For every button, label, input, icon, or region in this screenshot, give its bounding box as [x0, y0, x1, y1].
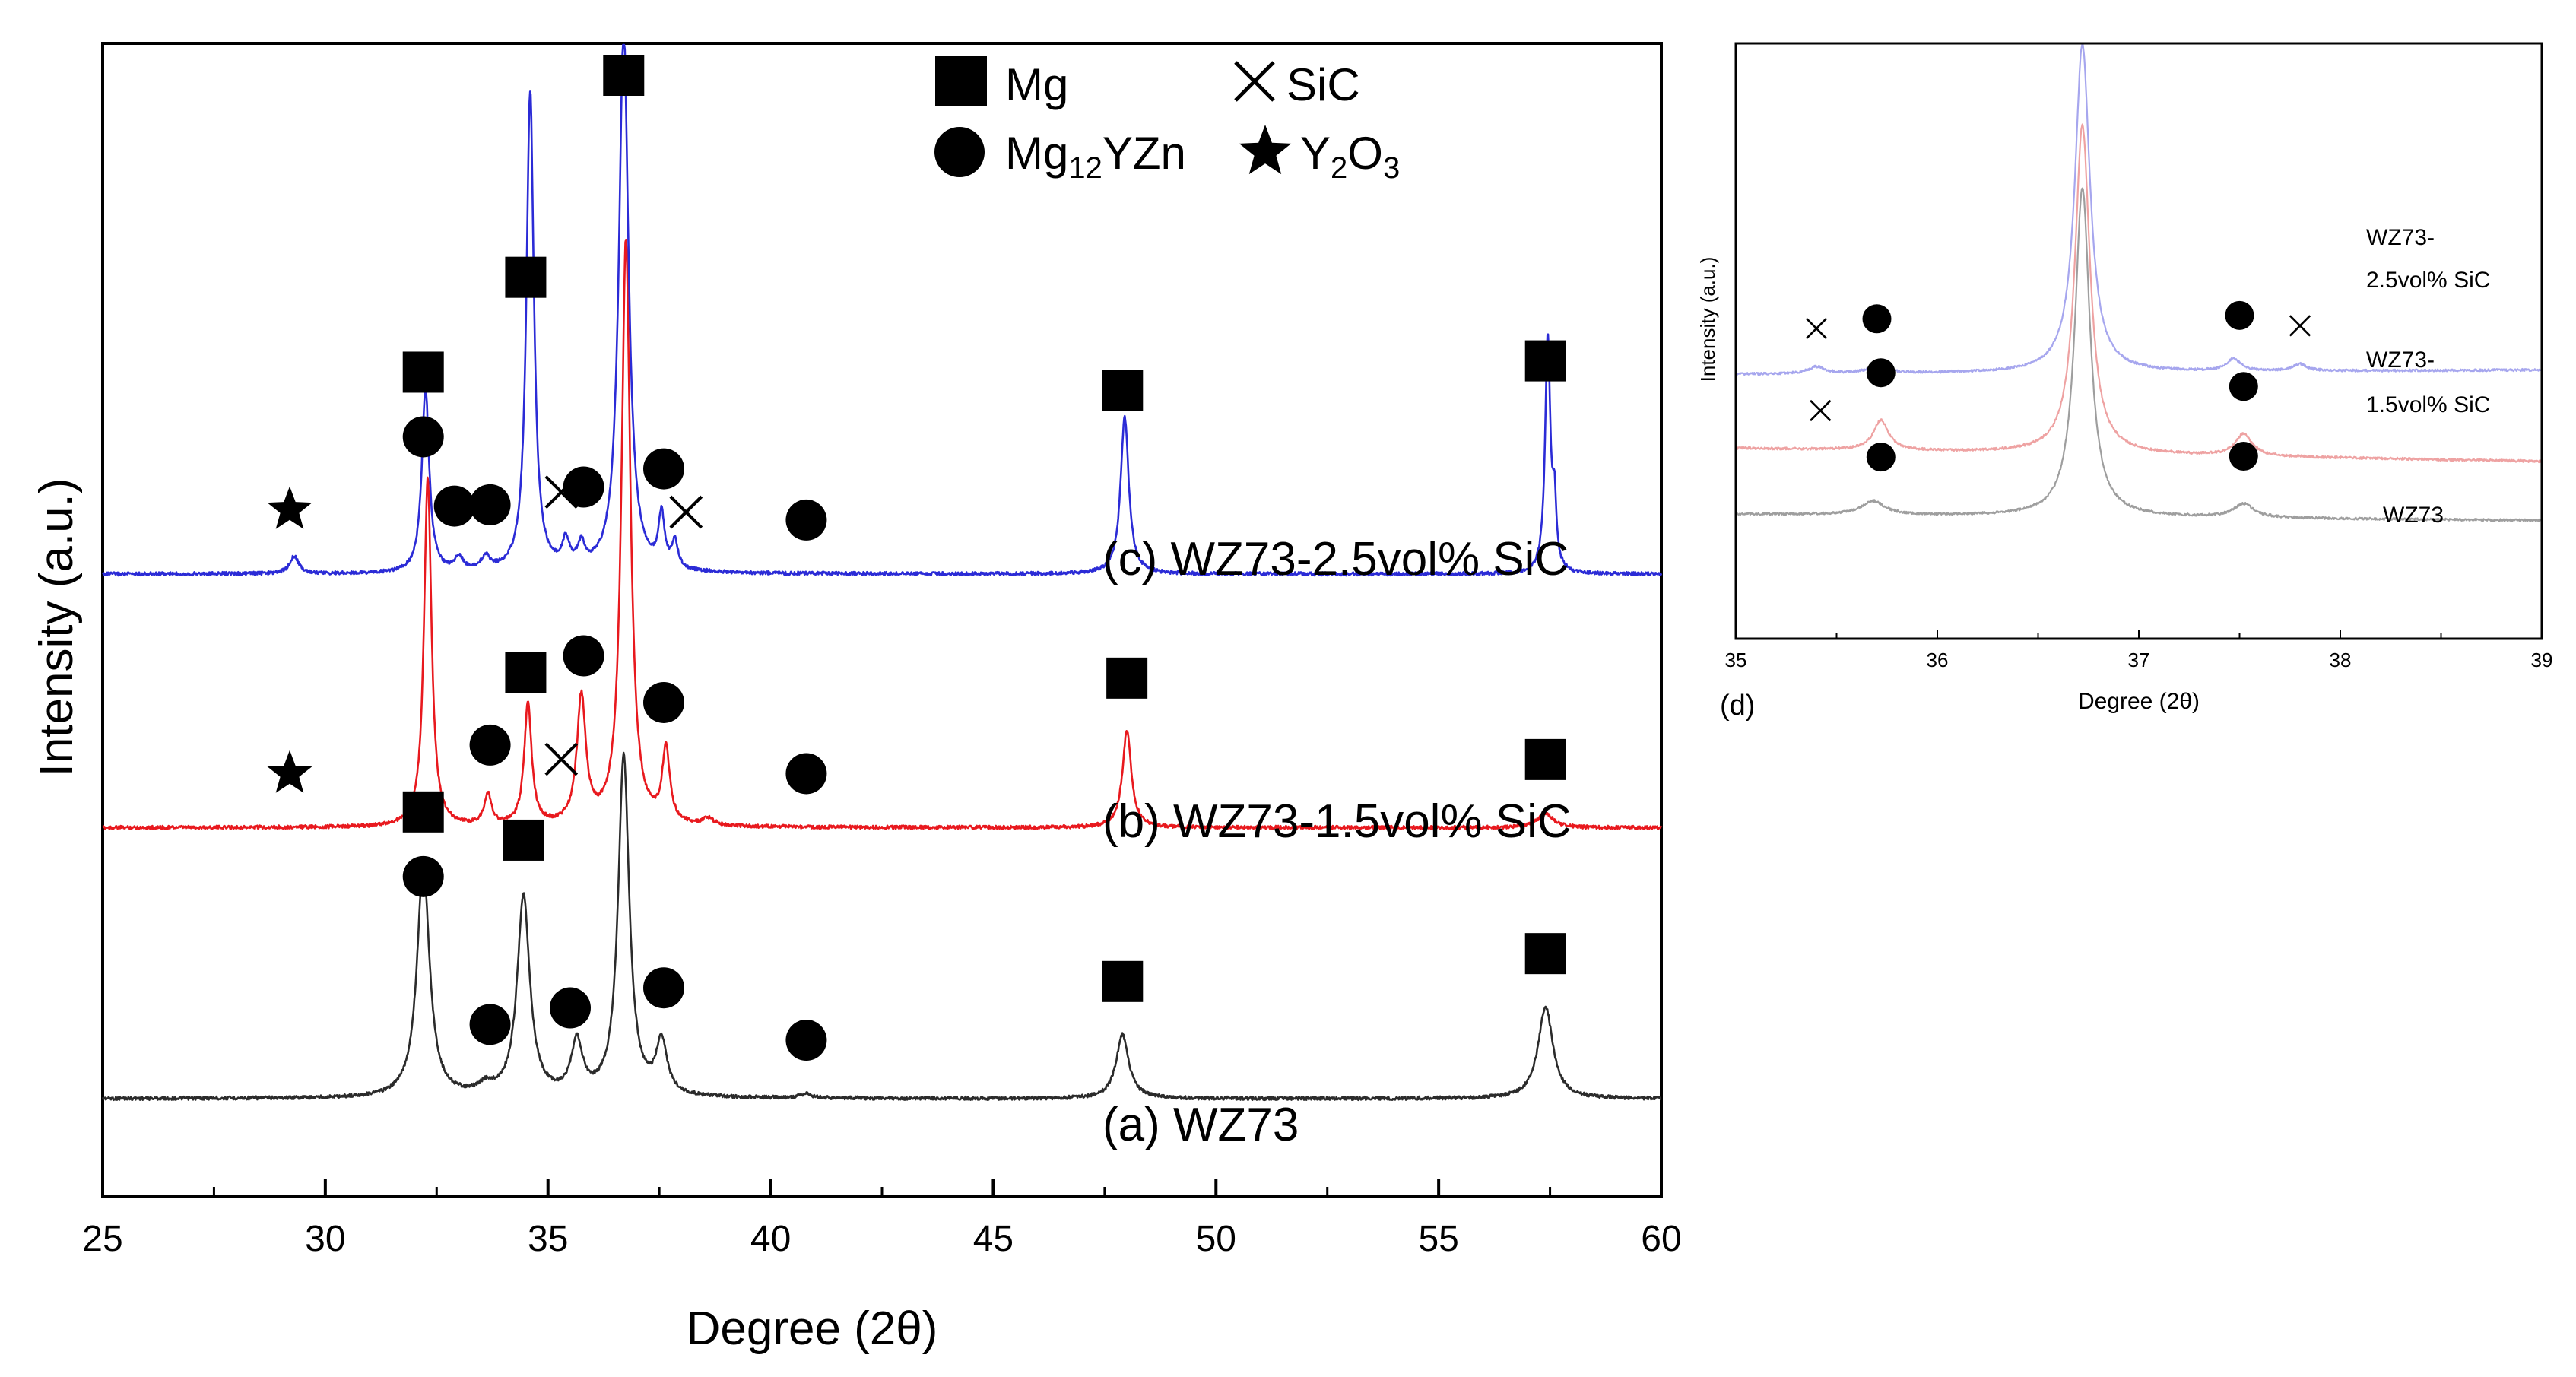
square-marker [1106, 657, 1148, 699]
square-marker [1524, 933, 1566, 975]
circle-marker [563, 635, 604, 677]
star-marker [267, 750, 312, 793]
legend-circle-symbol [934, 127, 985, 177]
main-x-tick-label: 35 [528, 1219, 568, 1259]
curve-label-a: (a) WZ73 [1102, 1099, 1299, 1151]
main-x-tick-label: 25 [82, 1219, 122, 1259]
inset-x-tick-label: 36 [1927, 649, 1949, 671]
inset-circle-marker [1862, 304, 1892, 334]
inset-x-ticks: 35 36 37 38 39 [1725, 630, 2553, 671]
square-marker [402, 351, 444, 393]
inset-x-axis-title: Degree (2θ) [2078, 689, 2200, 714]
main-phase-markers [267, 55, 1566, 1061]
circle-marker [643, 448, 684, 490]
inset-circle-marker [1866, 358, 1896, 388]
inset-circle-marker [2229, 372, 2258, 401]
inset-circle-marker [2229, 442, 2258, 471]
circle-marker [643, 967, 684, 1009]
square-marker [402, 791, 444, 833]
main-x-axis-title: Degree (2θ) [687, 1302, 938, 1355]
legend-label-sic: SiC [1286, 59, 1360, 110]
series-line [102, 239, 1663, 830]
circle-marker [402, 855, 444, 897]
inset-label-15-line2: 1.5vol% SiC [2366, 392, 2490, 417]
square-marker [1102, 960, 1144, 1002]
legend-x-symbol [1234, 61, 1275, 102]
main-x-tick-label: 40 [750, 1219, 791, 1259]
inset-panel-label: (d) [1720, 690, 1755, 722]
circle-marker [469, 724, 511, 766]
inset-circle-marker [1866, 443, 1896, 472]
series-line [101, 751, 1662, 1102]
inset-label-wz73: WZ73 [2383, 503, 2444, 528]
inset-label-25-line1: WZ73- [2366, 225, 2435, 250]
curve-label-c: (c) WZ73-2.5vol% SiC [1102, 533, 1569, 585]
circle-marker [785, 1020, 827, 1061]
inset-x-tick-label: 38 [2330, 649, 2352, 671]
sic-x-marker [669, 495, 703, 529]
main-x-tick-label: 30 [305, 1219, 345, 1259]
legend-square-symbol [935, 56, 987, 106]
inset-label-15-line1: WZ73- [2366, 347, 2435, 373]
main-y-axis-title: Intensity (a.u.) [30, 478, 83, 777]
square-marker [505, 256, 547, 298]
legend: Mg SiC Mg12YZn Y2O3 [934, 56, 1400, 185]
circle-marker [469, 484, 511, 525]
star-marker [267, 486, 312, 529]
circle-marker [563, 466, 604, 508]
inset-sic-x-marker [1805, 317, 1828, 340]
inset-label-25-line2: 2.5vol% SiC [2366, 268, 2490, 293]
main-x-tick-label: 45 [973, 1219, 1014, 1259]
series-line [102, 43, 1663, 577]
square-marker [505, 652, 547, 693]
square-marker [1524, 340, 1566, 382]
circle-marker [469, 1004, 511, 1045]
main-x-tick-label: 55 [1418, 1219, 1458, 1259]
square-marker [1524, 738, 1566, 780]
legend-label-y2o3: Y2O3 [1300, 128, 1400, 185]
inset-y-axis-title: Intensity (a.u.) [1696, 257, 1719, 382]
circle-marker [643, 681, 684, 723]
main-x-tick-label: 50 [1196, 1219, 1236, 1259]
square-marker [603, 55, 645, 96]
circle-marker [402, 416, 444, 458]
square-marker [1102, 370, 1144, 411]
main-panel: 25 30 35 40 45 50 55 60 (a) WZ73 (b) WZ73-1.5vo… [30, 42, 1682, 1355]
circle-marker [785, 499, 827, 541]
inset-phase-markers [1805, 300, 2311, 472]
legend-star-symbol [1239, 125, 1292, 175]
legend-label-mg12yzn: Mg12YZn [1005, 128, 1186, 185]
legend-label-mg: Mg [1005, 59, 1068, 110]
square-marker [503, 819, 544, 861]
inset-panel-d: 35 36 37 38 39 WZ73- 2.5vol% SiC WZ73- 1.5vo… [1696, 42, 2553, 722]
inset-series-line [1734, 187, 2543, 522]
circle-marker [433, 485, 475, 527]
sic-x-marker [544, 742, 579, 776]
inset-x-tick-label: 37 [2128, 649, 2150, 671]
inset-sic-x-marker [2289, 315, 2311, 337]
main-x-tick-label: 60 [1641, 1219, 1681, 1259]
inset-x-tick-label: 35 [1725, 649, 1747, 671]
inset-circle-marker [2225, 300, 2254, 330]
inset-series-line [1735, 123, 2543, 464]
inset-x-tick-label: 39 [2531, 649, 2553, 671]
circle-marker [550, 987, 591, 1029]
main-curves [101, 43, 1663, 1102]
main-x-ticks: 25 30 35 40 45 50 55 60 [82, 1179, 1682, 1259]
curve-label-b: (b) WZ73-1.5vol% SiC [1102, 795, 1572, 848]
inset-sic-x-marker [1810, 399, 1832, 422]
circle-marker [785, 753, 827, 795]
